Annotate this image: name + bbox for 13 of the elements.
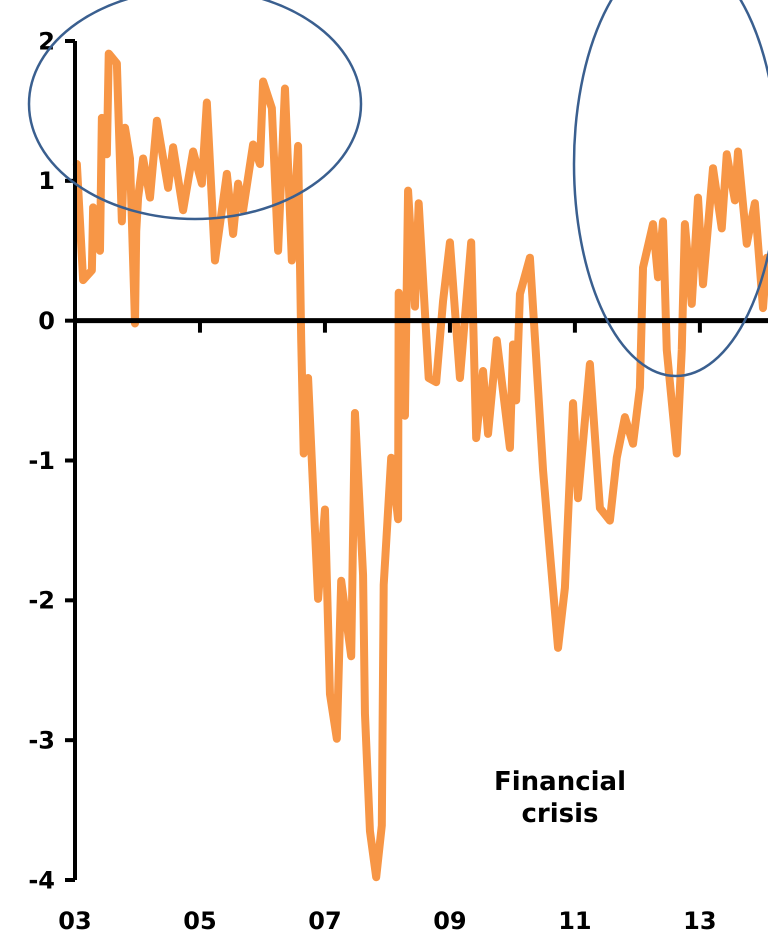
annotation: Financial crisis [494,767,626,829]
y-tick-label: -4 [28,866,55,894]
x-tick-label: 13 [683,907,717,935]
y-tick-label: -2 [28,586,55,615]
y-tick-label: -3 [28,726,55,755]
x-tick-label: 03 [58,907,92,935]
x-tick-label: 09 [433,907,467,935]
x-tick-label: 11 [558,907,592,935]
y-tick-label: 1 [38,167,55,196]
x-tick-label: 07 [308,907,342,935]
x-tick-label: 05 [183,907,217,935]
y-tick-label: -1 [28,446,55,475]
y-tick-label: 0 [38,307,55,336]
